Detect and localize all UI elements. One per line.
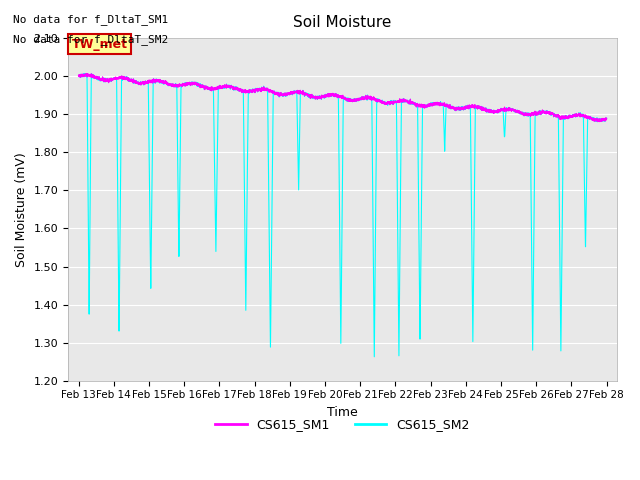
Text: TW_met: TW_met (72, 37, 127, 50)
Legend: CS615_SM1, CS615_SM2: CS615_SM1, CS615_SM2 (211, 413, 475, 436)
X-axis label: Time: Time (327, 406, 358, 419)
Y-axis label: Soil Moisture (mV): Soil Moisture (mV) (15, 152, 28, 267)
Title: Soil Moisture: Soil Moisture (293, 15, 392, 30)
Text: No data for f_DltaT_SM2: No data for f_DltaT_SM2 (13, 34, 168, 45)
Text: No data for f_DltaT_SM1: No data for f_DltaT_SM1 (13, 14, 168, 25)
